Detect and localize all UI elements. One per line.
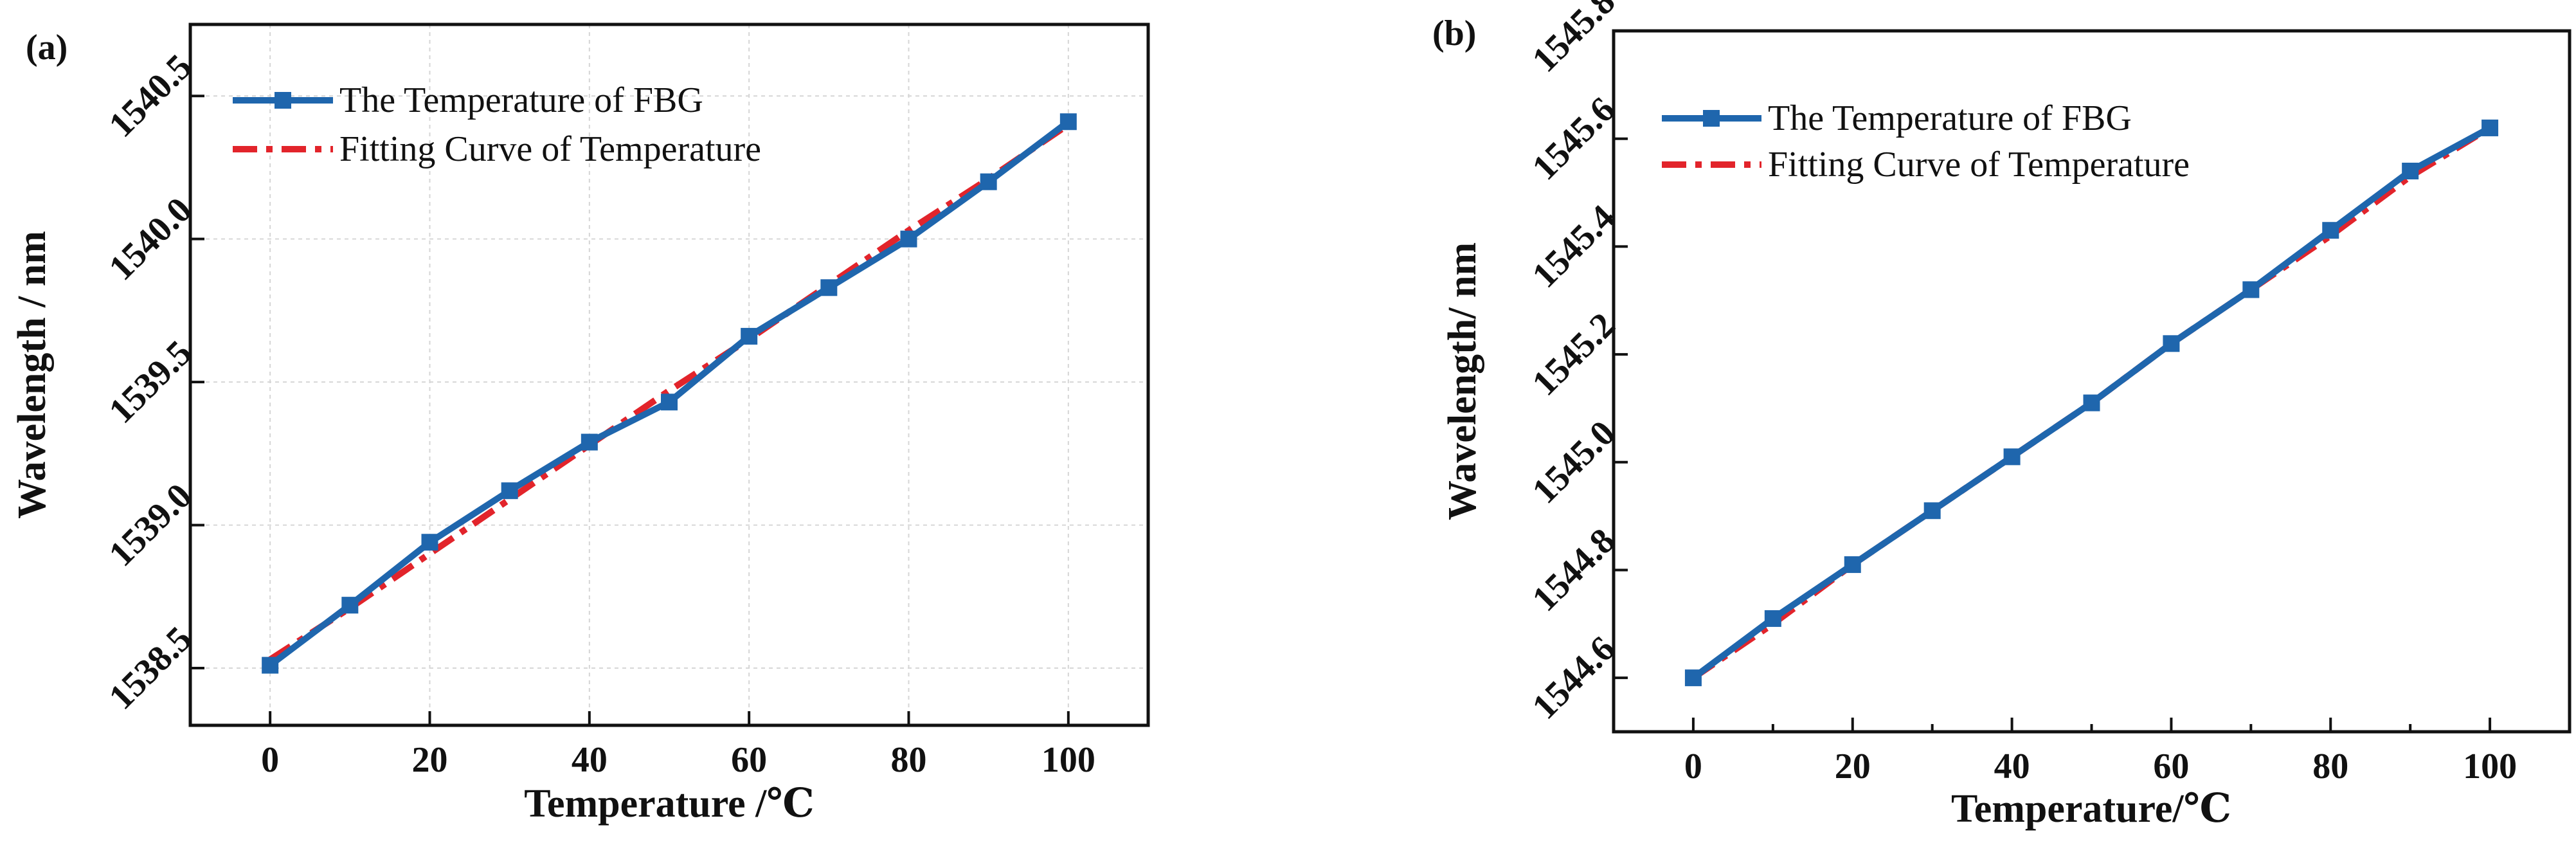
panel-a-fbg-point-7 [820,279,838,296]
panel-a-x-ticks: 0 20 40 60 80 100 [261,711,1095,780]
panel-b-label: (b) [1432,14,1476,53]
panel-a-series-fbg [262,113,1077,674]
panel-a-fbg-point-5 [661,394,678,411]
panel-b-fbg-point-8 [2322,222,2339,239]
panel-a-x-tick-label-0: 0 [261,740,279,780]
panel-a-legend-fit-label: Fitting Curve of Temperature [339,129,761,169]
panel-b-x-tick-label-4: 40 [1994,747,2030,786]
panel-a-plot-frame [188,23,1150,727]
panel-b-x-tick-label-8: 80 [2312,747,2348,786]
panel-a-y-tick-label-4: 1540.5 [102,47,200,145]
panel-b-legend: The Temperature of FBG Fitting Curve of … [1662,98,2190,185]
panel-b-legend-fbg-label: The Temperature of FBG [1768,98,2132,138]
panel-b-fbg-point-6 [2163,335,2180,352]
panel-b-y-tick-label-2: 1545.0 [1525,413,1623,511]
panel-b-y-tick-label-6: 1545.8 [1525,0,1623,80]
panel-a-x-axis-title: Temperature /℃ [524,782,814,826]
panel-a-legend: The Temperature of FBG Fitting Curve of … [233,80,761,169]
panel-a-fit-line [268,122,1070,662]
panel-a-x-tick-label-2: 40 [572,740,608,780]
panel-b-fbg-point-1 [1764,610,1781,627]
chart-panel-a: (a) 0 20 40 60 80 100 1538.5 1539.0 1539.5 1540.… [10,23,1150,826]
panel-a-fbg-point-4 [581,433,598,451]
panel-b-y-tick-label-4: 1545.4 [1525,197,1623,296]
panel-b-fbg-point-7 [2242,281,2260,298]
panel-a-fbg-point-6 [741,327,758,345]
panel-a-x-tick-label-5: 100 [1041,740,1095,780]
panel-a-legend-fbg-marker [275,92,291,109]
panel-b-fbg-point-9 [2402,163,2419,179]
panel-a-series-fit [268,122,1070,662]
panel-a-grid [190,24,1148,725]
panel-a-fbg-point-2 [421,534,438,551]
panel-b-legend-fit-label: Fitting Curve of Temperature [1768,145,2190,185]
panel-a-y-axis-title: Wavelength / nm [10,231,54,519]
panel-a-y-tick-label-1: 1539.0 [102,476,200,574]
panel-a-fbg-point-1 [341,597,359,614]
panel-b-x-ticks: 0 20 40 60 80 100 [1684,718,2517,786]
panel-b-fbg-point-4 [2003,448,2021,466]
panel-a-y-tick-label-3: 1540.0 [102,190,200,288]
panel-a-fbg-point-0 [262,657,279,674]
panel-b-legend-fbg-marker [1703,110,1720,127]
panel-b-y-tick-label-1: 1544.8 [1525,521,1623,619]
panel-a-fbg-point-9 [980,173,997,190]
panel-b-fbg-point-2 [1844,556,1861,574]
panel-b-fbg-point-3 [1923,502,1941,520]
chart-panel-b: (b) 0 20 40 60 80 100 1544.61544.81545.01545.… [1432,0,2571,831]
panel-b-fbg-point-0 [1684,669,1702,687]
panel-b-x-axis-title: Temperature/℃ [1951,787,2231,831]
panel-b-fbg-point-5 [2083,394,2100,412]
panel-b-y-tick-label-3: 1545.2 [1525,305,1623,404]
panel-a-fbg-point-8 [900,230,917,248]
panel-a-x-tick-label-3: 60 [731,740,767,780]
panel-a-x-tick-label-4: 80 [891,740,927,780]
panel-a-y-tick-label-2: 1539.5 [102,333,200,431]
panel-b-y-tick-label-0: 1544.6 [1525,629,1623,727]
panel-a-label: (a) [26,28,68,68]
panel-b-x-tick-label-6: 60 [2153,747,2189,786]
panel-b-x-tick-label-0: 0 [1684,747,1702,786]
panel-a-fbg-point-3 [501,482,518,500]
panel-b-y-tick-label-5: 1545.6 [1525,89,1623,188]
panel-a-legend-fbg-label: The Temperature of FBG [339,80,703,120]
panel-b-x-tick-label-10: 100 [2463,747,2517,786]
panel-b-series-fbg [1684,119,2499,687]
panel-b-y-axis-title: Wavelength/ nm [1441,242,1484,520]
panel-b-fbg-point-10 [2481,119,2499,136]
panel-a-y-tick-label-0: 1538.5 [102,619,200,718]
panel-a-x-tick-label-1: 20 [412,740,448,780]
panel-a-fbg-point-10 [1059,113,1077,131]
panel-b-x-tick-label-2: 20 [1835,747,1871,786]
